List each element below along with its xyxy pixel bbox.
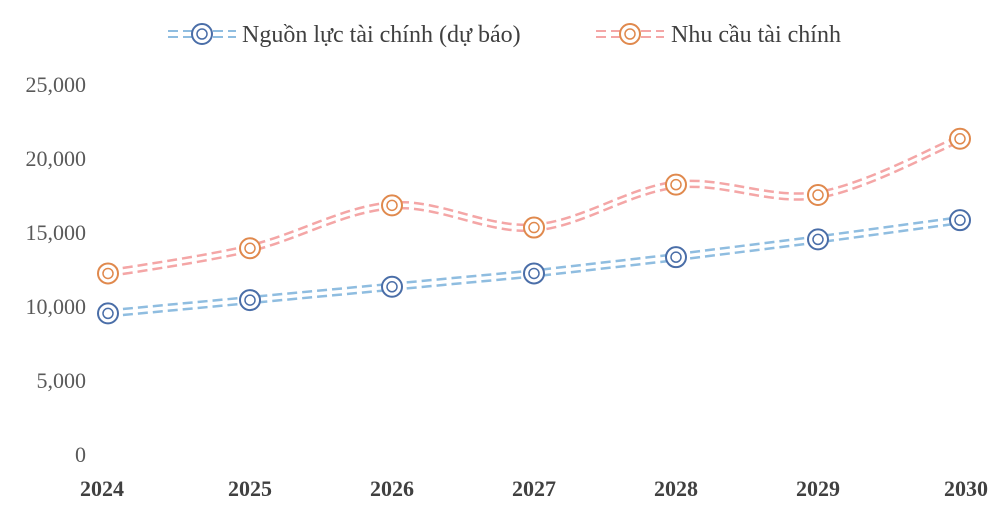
data-point-marker-inner <box>528 267 540 280</box>
data-point-marker-inner <box>812 233 824 246</box>
data-point-marker-inner <box>102 307 114 320</box>
data-point-marker-inner <box>954 133 966 145</box>
data-point-marker-inner <box>670 178 682 191</box>
legend-marker-series-2-inner <box>624 28 636 40</box>
y-tick-label: 20,000 <box>26 146 87 171</box>
x-tick-label: 2029 <box>796 476 840 501</box>
data-point-marker-inner <box>102 267 114 280</box>
y-tick-label: 10,000 <box>26 294 87 319</box>
data-point-marker-inner <box>386 199 398 212</box>
y-tick-label: 25,000 <box>26 72 87 97</box>
x-tick-label: 2026 <box>370 476 414 501</box>
legend-label-series-2: Nhu cầu tài chính <box>671 22 841 48</box>
series-line <box>107 140 961 278</box>
series-2 <box>97 127 971 285</box>
data-point-marker-inner <box>812 189 824 201</box>
x-tick-label: 2024 <box>80 476 124 501</box>
x-axis: 2024 2025 2026 2027 2028 2029 2030 <box>80 476 988 501</box>
data-point-marker-inner <box>954 214 966 226</box>
data-point-marker-inner <box>386 281 398 293</box>
data-point-marker-inner <box>244 242 256 255</box>
series-1 <box>97 209 971 325</box>
series-layer <box>97 127 971 325</box>
data-point-marker-inner <box>670 251 682 263</box>
y-tick-label: 0 <box>75 442 86 467</box>
y-axis: 0 5,000 10,000 15,000 20,000 25,000 <box>26 72 87 467</box>
x-tick-label: 2030 <box>944 476 988 501</box>
legend-label-series-1: Nguồn lực tài chính (dự báo) <box>242 22 521 48</box>
data-point-marker-inner <box>244 294 256 306</box>
legend-marker-series-1-inner <box>196 28 208 40</box>
legend-item-series-2: Nhu cầu tài chính <box>596 22 841 48</box>
x-tick-label: 2027 <box>512 476 556 501</box>
y-tick-label: 5,000 <box>37 368 87 393</box>
x-tick-label: 2028 <box>654 476 698 501</box>
x-tick-label: 2025 <box>228 476 272 501</box>
legend: Nguồn lực tài chính (dự báo) Nhu cầu tài… <box>168 22 841 48</box>
y-tick-label: 15,000 <box>26 220 87 245</box>
series-line <box>107 134 961 272</box>
legend-item-series-1: Nguồn lực tài chính (dự báo) <box>168 22 521 48</box>
data-point-marker-inner <box>528 221 540 234</box>
